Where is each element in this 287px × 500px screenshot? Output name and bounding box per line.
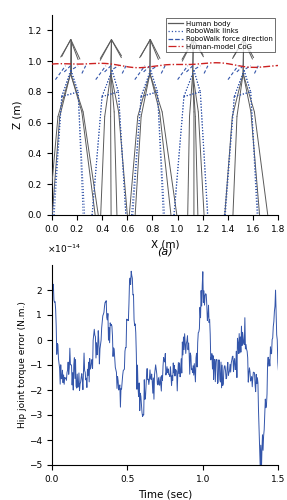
Y-axis label: Z (m): Z (m) <box>12 101 22 129</box>
X-axis label: X (m): X (m) <box>151 240 179 250</box>
Legend: Human body, RoboWalk links, RoboWalk force direction, Human-model CoG: Human body, RoboWalk links, RoboWalk for… <box>166 18 275 52</box>
Text: $\times10^{-14}$: $\times10^{-14}$ <box>47 242 81 255</box>
Y-axis label: Hip joint torque error (N.m.): Hip joint torque error (N.m.) <box>18 302 27 428</box>
X-axis label: Time (sec): Time (sec) <box>138 490 192 500</box>
Text: (a): (a) <box>157 247 173 257</box>
